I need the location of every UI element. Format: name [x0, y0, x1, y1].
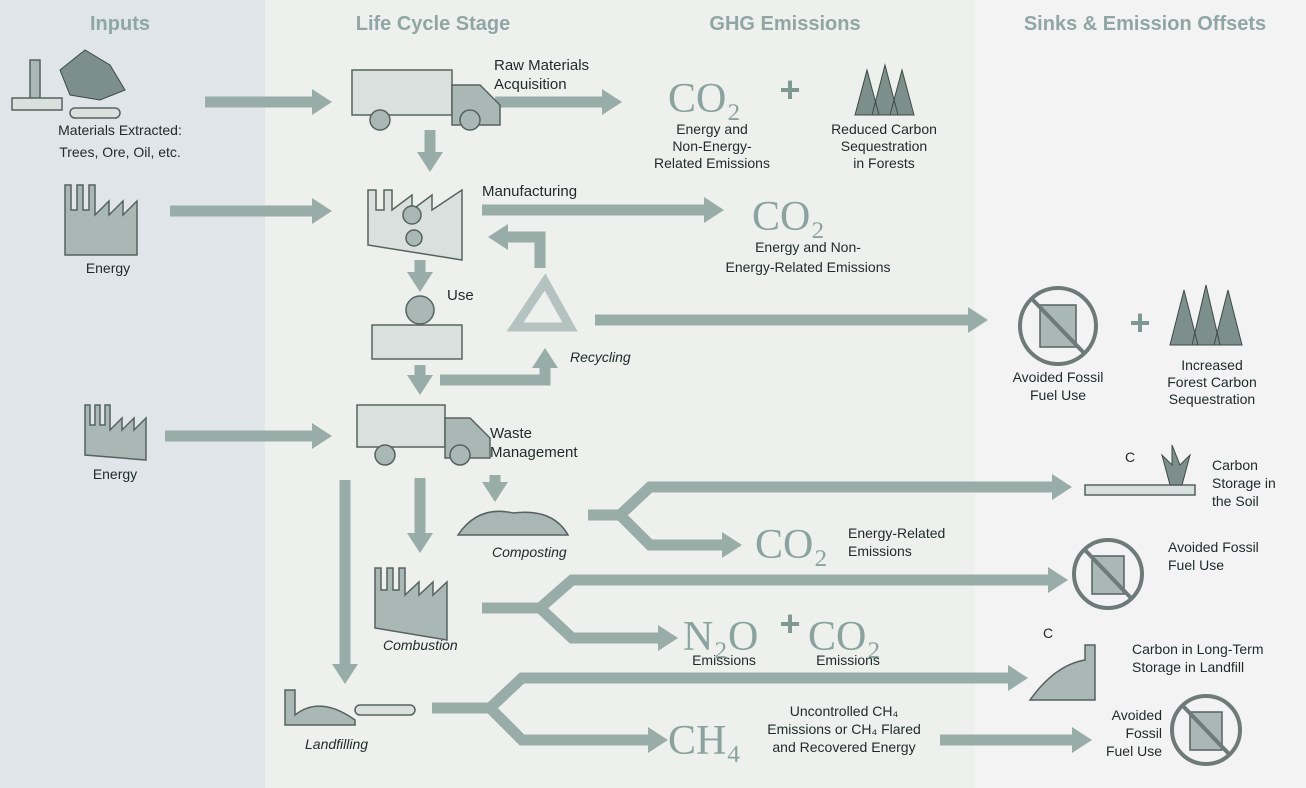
column-header: Life Cycle Stage — [356, 13, 511, 35]
formula: CH₄ — [668, 718, 741, 764]
stage-label: Combustion — [383, 637, 458, 653]
formula: CO₂ — [755, 522, 828, 568]
stage-label: Manufacturing — [482, 183, 577, 200]
inputs-band — [0, 0, 265, 788]
column-header: Inputs — [90, 13, 150, 35]
emission-label: Emissions — [692, 652, 756, 668]
stage-label: Composting — [492, 544, 567, 560]
plus: + — [779, 69, 800, 110]
stage-label: Use — [447, 287, 474, 304]
column-header: Sinks & Emission Offsets — [1024, 13, 1266, 35]
stage-label: Recycling — [570, 349, 631, 365]
formula: CO₂ — [668, 76, 741, 122]
formula: CO₂ — [752, 194, 825, 240]
energy-label: Energy — [86, 260, 130, 276]
carbon-symbol: C — [1125, 449, 1135, 465]
plus: + — [1129, 302, 1150, 343]
carbon-symbol: C — [1043, 625, 1053, 641]
stage-label: Landfilling — [305, 736, 368, 752]
energy-label: Energy — [93, 466, 137, 482]
column-header: GHG Emissions — [709, 13, 860, 35]
emission-label: Emissions — [816, 652, 880, 668]
lifecycle-diagram: Inputs Life Cycle Stage GHG Emissions Si… — [0, 0, 1306, 788]
plus: + — [779, 603, 800, 644]
